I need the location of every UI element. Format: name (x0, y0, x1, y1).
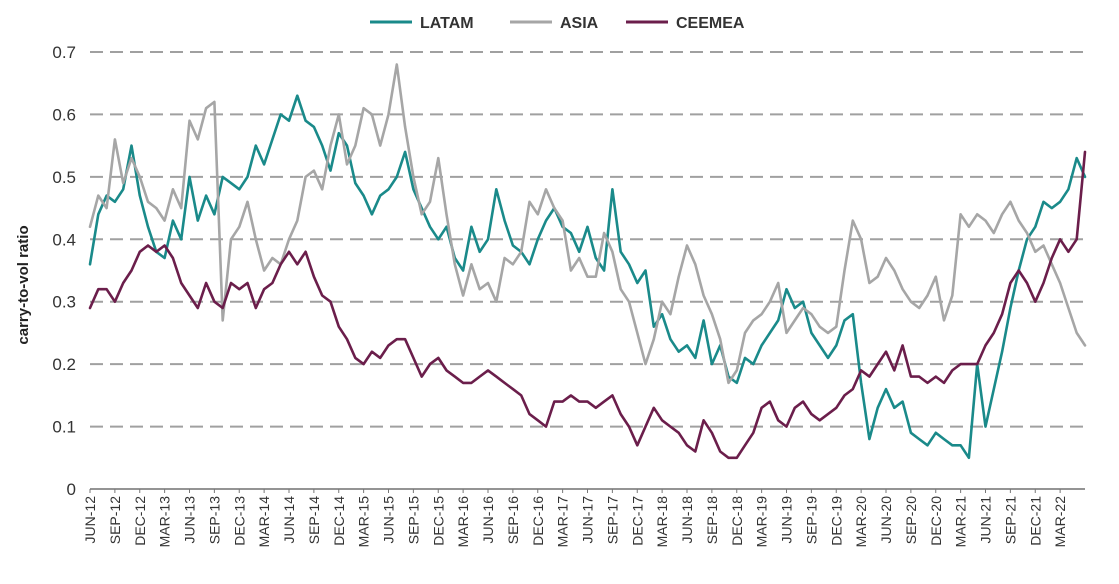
y-tick-label: 0.5 (52, 168, 76, 187)
y-tick-label: 0.7 (52, 43, 76, 62)
x-tick-label: DEC-14 (331, 496, 347, 546)
legend-label-latam: LATAM (420, 15, 474, 32)
x-tick-label: DEC-20 (928, 496, 944, 546)
y-tick-label: 0.4 (52, 230, 76, 249)
x-tick-label: SEP-16 (505, 496, 521, 544)
series-lines (88, 63, 1087, 460)
y-tick-label: 0 (67, 480, 76, 499)
axes: 0 0.1 0.2 0.3 0.4 0.5 0.6 0.7 JUN-12 SEP-12 DEC-12… (52, 43, 1085, 547)
x-tick-label: JUN-18 (679, 496, 695, 544)
x-tick-label: MAR-17 (555, 496, 571, 548)
x-tick-label: DEC-13 (231, 496, 247, 546)
x-tick-label: JUN-15 (381, 496, 397, 544)
x-tick-label: SEP-15 (405, 496, 421, 544)
x-tick-label: SEP-21 (1002, 496, 1018, 544)
x-tick-label: MAR-15 (356, 496, 372, 548)
legend-label-asia: ASIA (560, 15, 599, 32)
x-tick-label: DEC-16 (530, 496, 546, 546)
x-tick-label: JUN-12 (82, 496, 98, 544)
x-tick-label: DEC-21 (1027, 496, 1043, 546)
y-tick-label: 0.6 (52, 105, 76, 124)
x-tick-label: MAR-21 (953, 496, 969, 548)
y-tick-label: 0.3 (52, 293, 76, 312)
x-tick-label: MAR-16 (455, 496, 471, 548)
x-tick-label: DEC-19 (828, 496, 844, 546)
x-tick-label: DEC-15 (430, 496, 446, 546)
x-tick-label: DEC-17 (629, 496, 645, 546)
x-tick-label: DEC-12 (132, 496, 148, 546)
x-tick-label: MAR-14 (256, 496, 272, 548)
y-tick-label: 0.2 (52, 355, 76, 374)
legend-label-ceemea: CEEMEA (676, 15, 745, 32)
x-tick-label: MAR-22 (1052, 496, 1068, 548)
y-axis-label: carry-to-vol ratio (15, 225, 32, 344)
x-tick-label: JUN-16 (480, 496, 496, 544)
series-line-latam (88, 94, 1087, 460)
x-tick-label: SEP-19 (803, 496, 819, 544)
x-tick-label: MAR-13 (157, 496, 173, 548)
x-tick-label: JUN-14 (281, 496, 297, 544)
series-line-asia (88, 63, 1087, 385)
x-tick-label: JUN-17 (580, 496, 596, 544)
gridlines (90, 51, 1085, 428)
x-tick-label: JUN-20 (878, 496, 894, 544)
x-tick-label: JUN-19 (779, 496, 795, 544)
legend: LATAM ASIA CEEMEA (370, 15, 745, 32)
x-tick-label: SEP-14 (306, 496, 322, 544)
y-tick-label: 0.1 (52, 418, 76, 437)
x-tick-label: JUN-21 (978, 496, 994, 544)
x-tick-label: JUN-13 (182, 496, 198, 544)
x-tick-label: MAR-18 (654, 496, 670, 548)
x-tick-label: SEP-18 (704, 496, 720, 544)
x-tick-label: DEC-18 (729, 496, 745, 546)
series-line-ceemea (88, 150, 1087, 460)
x-tick-label: SEP-13 (206, 496, 222, 544)
x-tick-label: SEP-17 (604, 496, 620, 544)
x-tick-label: SEP-20 (903, 496, 919, 544)
x-tick-label: MAR-20 (853, 496, 869, 548)
x-tick-label: MAR-19 (754, 496, 770, 548)
x-tick-label: SEP-12 (107, 496, 123, 544)
